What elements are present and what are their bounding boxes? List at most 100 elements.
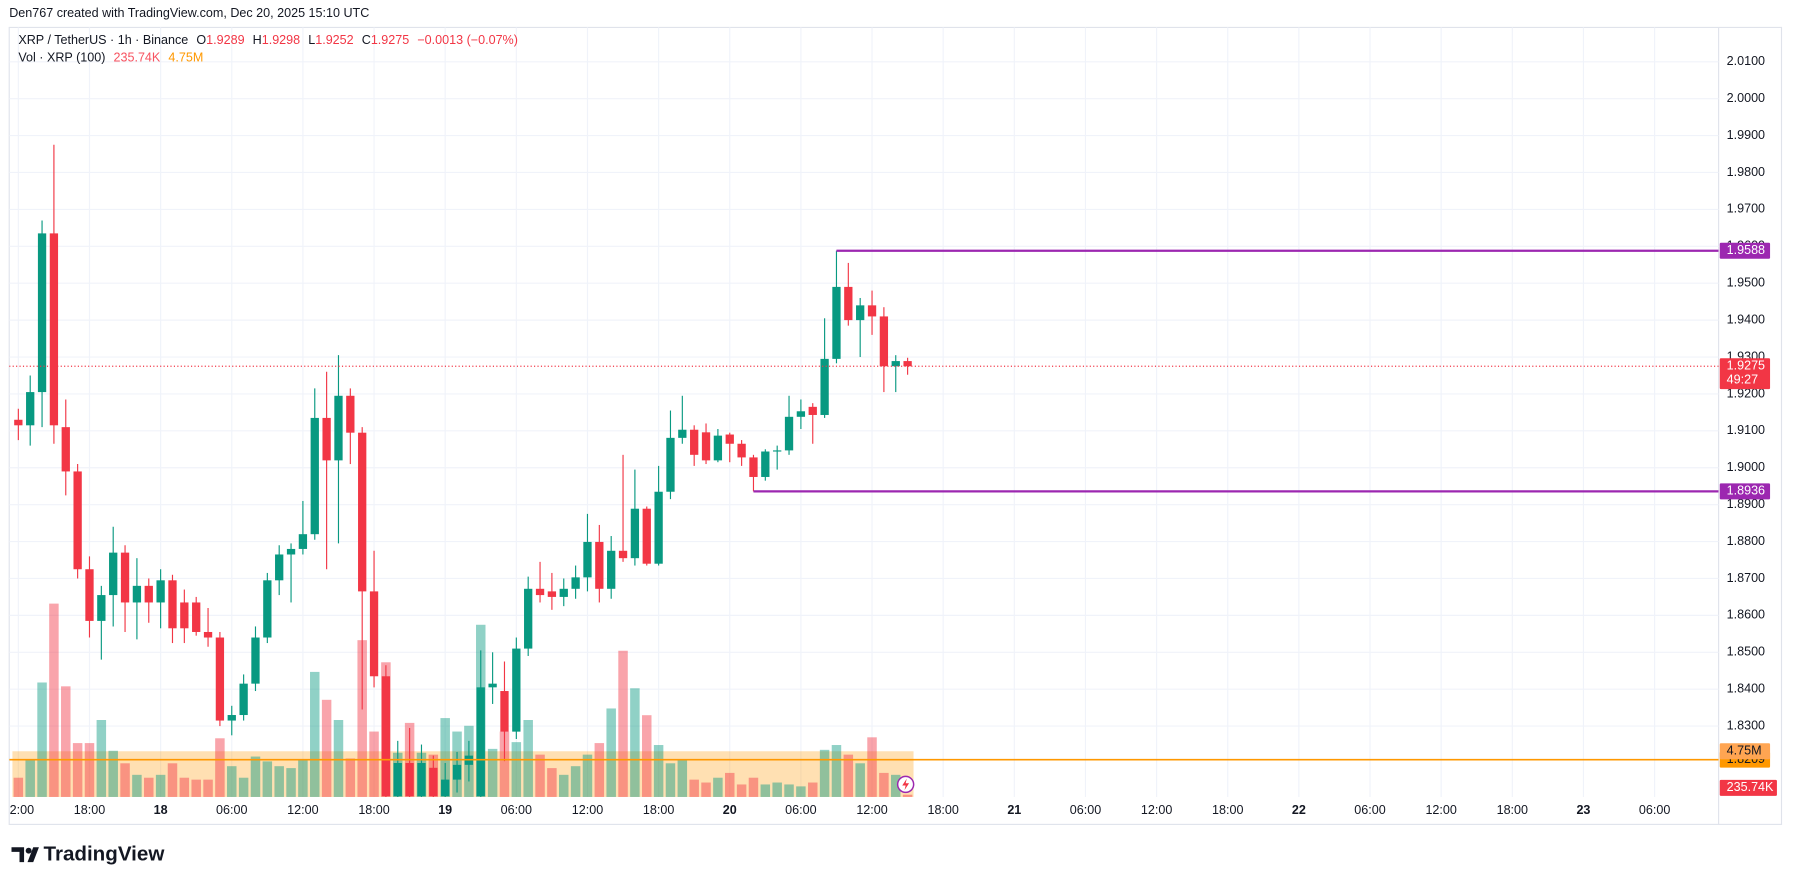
volume-bar [357, 640, 367, 797]
volume-value: 235.74K [113, 51, 160, 65]
volume-bar [689, 779, 699, 797]
ohlc-value: 1.9289 [206, 33, 244, 47]
x-tick-label: 18:00 [74, 803, 105, 817]
volume-bar [179, 777, 190, 797]
candle-body [85, 569, 94, 621]
volume-bar [831, 745, 842, 797]
volume-bar [108, 750, 118, 797]
candle-body [14, 419, 23, 426]
candle-body [109, 552, 118, 596]
candle-body [346, 395, 355, 433]
alert-bolt [902, 778, 910, 791]
candle-body [749, 457, 758, 477]
volume-bar [867, 737, 877, 797]
ohlc-key: H [253, 33, 262, 47]
header: Den767 created with TradingView.com, Dec… [9, 6, 369, 20]
candle-body [227, 715, 236, 721]
x-tick-label: 12:00 [856, 803, 887, 817]
candle-body [654, 491, 663, 564]
candle-body [701, 432, 711, 461]
volume-bar [879, 772, 889, 797]
candle-body [737, 443, 746, 458]
volume-bar [310, 671, 320, 797]
candle-body [678, 429, 687, 438]
x-tick-label: 12:00 [572, 803, 603, 817]
candle-body [417, 763, 426, 797]
last-price-label: 1.9275 [1727, 359, 1765, 373]
candle-body [535, 588, 545, 596]
volume-bar [796, 786, 806, 797]
volume-bar [523, 720, 533, 797]
candle-body [773, 450, 782, 452]
volume-bar [203, 779, 213, 797]
x-tick-label: 18:00 [1212, 803, 1243, 817]
candle-body [512, 648, 521, 732]
volume-bar [843, 754, 854, 797]
candle-body [690, 429, 699, 455]
candle-body [452, 764, 462, 780]
volume-bar [713, 777, 723, 797]
candle-body [583, 541, 592, 578]
y-tick-label: 1.8500 [1727, 645, 1765, 659]
ohlc-value: 1.9275 [371, 33, 409, 47]
volume-bar [736, 784, 747, 797]
candle-body [203, 631, 213, 638]
candle-body [144, 585, 153, 603]
volume-bar [440, 718, 450, 797]
volume-bar [274, 766, 284, 797]
candle-body [393, 763, 402, 797]
volume-bar [772, 782, 782, 797]
candle-body [156, 580, 165, 603]
alert-icon[interactable] [896, 775, 915, 794]
x-tick-label: 23 [1576, 803, 1590, 817]
volume-bar [819, 749, 830, 797]
x-tick-label: 22 [1292, 803, 1306, 817]
time-axis: 12:00 18:00 18 06:00 12:00 18:00 19 06:00 12:00 1… [9, 803, 1670, 817]
volume-bar [760, 784, 771, 797]
candle-body [168, 580, 177, 629]
candle-body [97, 595, 106, 621]
volume-bar [144, 777, 154, 797]
volume-bar [582, 754, 593, 797]
volume-bar [250, 756, 261, 797]
volume-bar [238, 777, 249, 797]
y-tick-label: 1.9200 [1727, 386, 1765, 400]
ohlc-value: 1.9252 [315, 33, 353, 47]
y-tick-label: 1.9100 [1727, 423, 1765, 437]
x-tick-label: 12:00 [1141, 803, 1172, 817]
volume-bar [61, 686, 71, 797]
candle-body [808, 406, 817, 415]
y-tick-label: 1.9000 [1727, 460, 1765, 474]
x-tick-label: 18:00 [358, 803, 389, 817]
x-tick-label: 06:00 [785, 803, 816, 817]
candle-body [239, 683, 248, 716]
candle-body [476, 687, 485, 797]
candle-body [488, 683, 497, 688]
volume-bar [84, 743, 95, 797]
candle-body [322, 417, 331, 461]
candle-body [796, 411, 806, 417]
candle-body [784, 416, 794, 451]
candle-body [132, 585, 142, 603]
ohlc-key: L [308, 33, 315, 47]
x-tick-label: 06:00 [1354, 803, 1385, 817]
volume-bar [72, 743, 83, 797]
volume-bar [535, 754, 545, 797]
candle-body [879, 316, 889, 367]
candle-body [310, 417, 319, 535]
level-label-box [1719, 483, 1771, 500]
volume-bar [49, 603, 59, 797]
candle-body [559, 588, 568, 597]
y-tick-label: 1.8400 [1727, 682, 1765, 696]
x-tick-label: 18 [154, 803, 168, 817]
x-tick-label: 18:00 [927, 803, 958, 817]
volume-bar [891, 774, 901, 797]
candle-body [334, 395, 343, 461]
volume-bar [653, 745, 664, 797]
candle-body [844, 286, 853, 321]
y-tick-label: 1.8800 [1727, 534, 1765, 548]
candle-body [37, 233, 47, 393]
y-tick-label: 1.8600 [1727, 608, 1765, 622]
x-tick-label: 06:00 [501, 803, 532, 817]
